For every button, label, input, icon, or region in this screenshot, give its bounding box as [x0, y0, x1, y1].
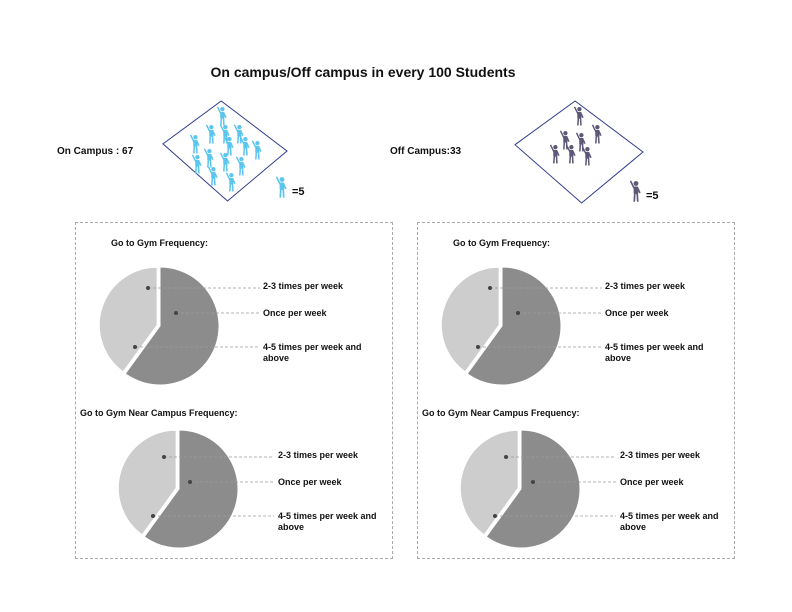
chart-title: Go to Gym Frequency:	[453, 238, 551, 248]
callout-label: Once per week	[278, 477, 342, 487]
chart-title: Go to Gym Near Campus Frequency:	[80, 408, 238, 418]
student-figure-icon	[208, 166, 218, 186]
student-figure-icon	[276, 176, 287, 198]
off-campus-panel	[417, 222, 735, 559]
pie-slice	[440, 266, 500, 373]
page-title: On campus/Off campus in every 100 Studen…	[210, 64, 516, 80]
callout-dot	[162, 455, 166, 459]
callout-dot	[146, 286, 150, 290]
student-figure-icon	[206, 124, 216, 144]
callout-dot	[531, 480, 535, 484]
pie-slice	[459, 429, 519, 536]
chart-title: Go to Gym Near Campus Frequency:	[422, 408, 580, 418]
off-campus-label: Off Campus:33	[390, 146, 462, 157]
student-figure-icon	[226, 172, 236, 192]
callout-dot	[188, 480, 192, 484]
pie-slice	[117, 429, 177, 536]
student-figure-icon	[550, 144, 560, 164]
pie-slice	[466, 266, 562, 386]
callout-label: Once per week	[605, 308, 669, 318]
student-figure-icon	[190, 134, 200, 154]
callout-label: 2-3 times per week	[263, 281, 344, 291]
student-figure-icon	[217, 106, 227, 126]
callout-label: 4-5 times per week and above	[278, 511, 377, 532]
student-figure-icon	[204, 148, 214, 168]
student-figure-icon	[252, 140, 262, 160]
off-campus-legend-text: =5	[646, 190, 659, 202]
student-figure-icon	[240, 136, 250, 156]
on-campus-panel	[75, 222, 393, 559]
student-figure-icon	[560, 130, 570, 150]
student-figure-icon	[566, 144, 576, 164]
callout-label: 2-3 times per week	[278, 450, 359, 460]
callout-label: 4-5 times per week and above	[620, 511, 719, 532]
student-figure-icon	[224, 136, 234, 156]
student-figure-icon	[234, 124, 244, 144]
callout-label: 2-3 times per week	[620, 450, 701, 460]
pie-slice	[485, 429, 581, 549]
off-campus-legend: =5	[630, 180, 659, 202]
student-figure-icon	[630, 180, 641, 202]
diamond-frame	[514, 100, 644, 204]
student-figure-icon	[630, 180, 641, 202]
callout-label: 4-5 times per week and above	[605, 342, 704, 363]
on-campus-icon-diamond	[162, 100, 288, 202]
student-figure-icon	[582, 146, 592, 166]
pie-slice	[124, 266, 220, 386]
callout-dot	[493, 514, 497, 518]
callout-label: 4-5 times per week and above	[263, 342, 362, 363]
on-campus-label: On Campus : 67	[57, 146, 134, 157]
student-figure-icon	[574, 106, 584, 126]
on-campus-legend-text: =5	[292, 186, 305, 198]
callout-dot	[133, 345, 137, 349]
off-campus-icon-diamond	[514, 100, 644, 204]
diamond-frame	[162, 100, 288, 202]
student-figure-icon	[192, 154, 202, 174]
chart-title: Go to Gym Frequency:	[111, 238, 209, 248]
callout-label: Once per week	[263, 308, 327, 318]
student-figure-icon	[276, 176, 287, 198]
callout-dot	[516, 311, 520, 315]
callout-dot	[476, 345, 480, 349]
student-figure-icon	[220, 152, 230, 172]
callout-dot	[174, 311, 178, 315]
pie-slice	[143, 429, 239, 549]
callout-label: 2-3 times per week	[605, 281, 686, 291]
student-figure-icon	[592, 124, 602, 144]
callout-label: Once per week	[620, 477, 684, 487]
callout-dot	[504, 455, 508, 459]
callout-dot	[151, 514, 155, 518]
callout-dot	[488, 286, 492, 290]
student-figure-icon	[236, 156, 246, 176]
pie-slice	[98, 266, 158, 373]
on-campus-legend: =5	[276, 176, 305, 198]
